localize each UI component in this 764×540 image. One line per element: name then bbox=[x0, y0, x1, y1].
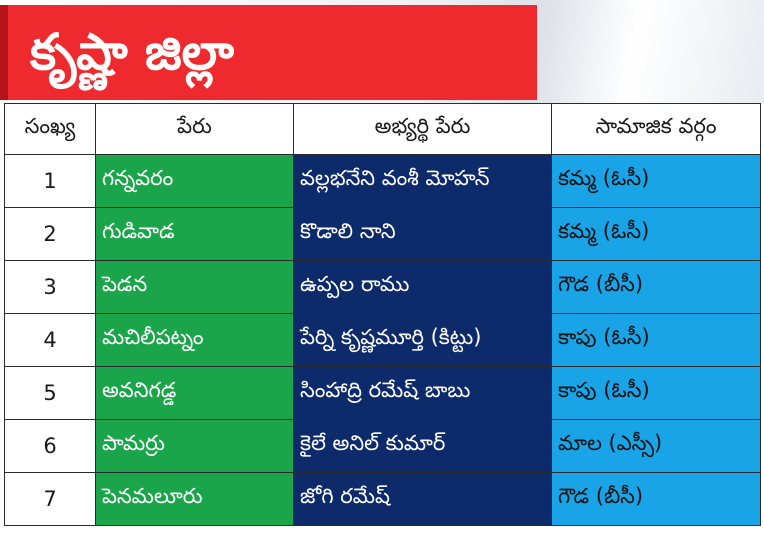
candidate-cell: కొడాలి నాని bbox=[293, 207, 552, 261]
table-row: 6 పామర్రు కైలే అనిల్ కుమార్ మాల (ఎస్సీ) bbox=[4, 419, 761, 473]
bottom-margin bbox=[0, 532, 764, 540]
constituency-cell: పామర్రు bbox=[95, 419, 294, 473]
row-number: 2 bbox=[4, 207, 96, 261]
table-row: 2 గుడివాడ కొడాలి నాని కమ్మ (ఓసీ) bbox=[4, 207, 761, 261]
constituency-cell: పెడన bbox=[95, 260, 294, 314]
constituency-cell: గన్నవరం bbox=[95, 154, 294, 208]
table-row: 5 అవనిగడ్డ సింహాద్రి రమేష్ బాబు కాపు (ఓస… bbox=[4, 366, 761, 420]
caste-cell: గౌడ (బీసీ) bbox=[551, 472, 761, 526]
table-row: 3 పెడన ఉప్పల రాము గౌడ (బీసీ) bbox=[4, 260, 761, 314]
column-header-constituency: పేరు bbox=[95, 103, 294, 155]
candidate-cell: వల్లభనేని వంశీ మోహన్ bbox=[293, 154, 552, 208]
candidate-cell: జోగి రమేష్ bbox=[293, 472, 552, 526]
candidates-table: సంఖ్య పేరు అభ్యర్థి పేరు సామాజిక వర్గం 1… bbox=[4, 103, 761, 526]
row-number: 4 bbox=[4, 313, 96, 367]
constituency-cell: గుడివాడ bbox=[95, 207, 294, 261]
candidate-cell: కైలే అనిల్ కుమార్ bbox=[293, 419, 552, 473]
table-row: 1 గన్నవరం వల్లభనేని వంశీ మోహన్ కమ్మ (ఓసీ… bbox=[4, 154, 761, 208]
row-number: 3 bbox=[4, 260, 96, 314]
constituency-cell: అవనిగడ్డ bbox=[95, 366, 294, 420]
caste-cell: కాపు (ఓసీ) bbox=[551, 313, 761, 367]
column-header-number: సంఖ్య bbox=[4, 103, 96, 155]
caste-cell: కమ్మ (ఓసీ) bbox=[551, 154, 761, 208]
caste-cell: కాపు (ఓసీ) bbox=[551, 366, 761, 420]
caste-cell: కమ్మ (ఓసీ) bbox=[551, 207, 761, 261]
candidate-cell: పేర్ని కృష్ణమూర్తి (కిట్టు) bbox=[293, 313, 552, 367]
row-number: 5 bbox=[4, 366, 96, 420]
page-title: కృష్ణా జిల్లా bbox=[30, 23, 234, 81]
row-number: 6 bbox=[4, 419, 96, 473]
title-banner: కృష్ణా జిల్లా bbox=[0, 5, 537, 100]
candidate-cell: ఉప్పల రాము bbox=[293, 260, 552, 314]
column-header-caste: సామాజిక వర్గం bbox=[551, 103, 761, 155]
row-number: 1 bbox=[4, 154, 96, 208]
title-accent-stripe bbox=[0, 5, 8, 100]
column-header-candidate: అభ్యర్థి పేరు bbox=[293, 103, 552, 155]
row-number: 7 bbox=[4, 472, 96, 526]
constituency-cell: పెనమలూరు bbox=[95, 472, 294, 526]
table-header-row: సంఖ్య పేరు అభ్యర్థి పేరు సామాజిక వర్గం bbox=[4, 103, 761, 155]
caste-cell: గౌడ (బీసీ) bbox=[551, 260, 761, 314]
caste-cell: మాల (ఎస్సీ) bbox=[551, 419, 761, 473]
constituency-cell: మచిలీపట్నం bbox=[95, 313, 294, 367]
table-row: 7 పెనమలూరు జోగి రమేష్ గౌడ (బీసీ) bbox=[4, 472, 761, 526]
table-row: 4 మచిలీపట్నం పేర్ని కృష్ణమూర్తి (కిట్టు)… bbox=[4, 313, 761, 367]
candidate-cell: సింహాద్రి రమేష్ బాబు bbox=[293, 366, 552, 420]
